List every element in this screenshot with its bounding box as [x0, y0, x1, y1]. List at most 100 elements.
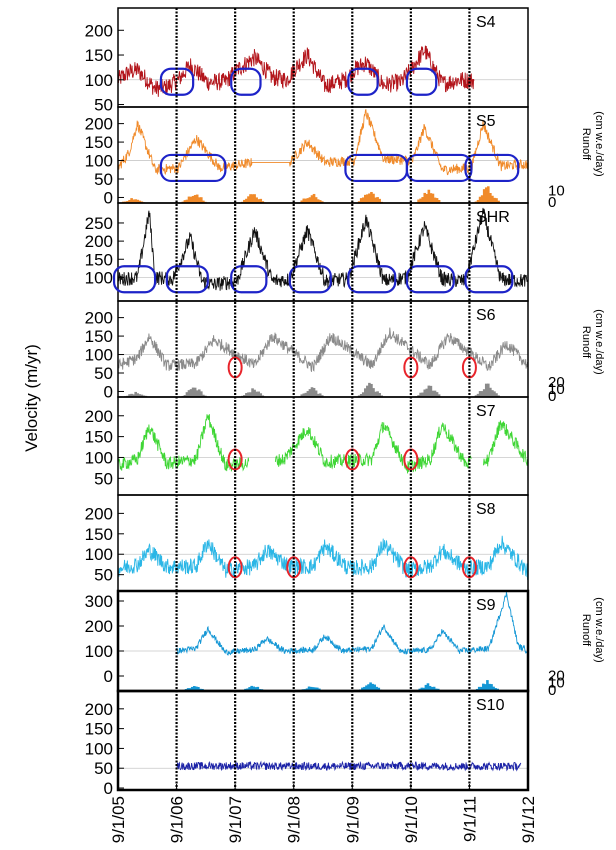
- runoff-bar-s5: [130, 198, 133, 203]
- runoff-bar-s5: [419, 198, 422, 203]
- runoff-bar-s5: [493, 197, 496, 203]
- runoff-bar-s5: [255, 197, 258, 203]
- y-tick-label-s6: 50: [94, 364, 113, 383]
- station-label-s5: S5: [476, 113, 496, 130]
- y-tick-label-s9: 100: [85, 642, 113, 661]
- runoff-bar-s5: [425, 194, 429, 203]
- runoff-tick-label-s6: 20: [548, 374, 565, 391]
- runoff-bar-s6: [320, 395, 324, 397]
- runoff-bar-s9: [309, 686, 313, 691]
- x-tick-label: 9/1/06: [168, 796, 187, 843]
- runoff-bar-s6: [130, 393, 133, 397]
- runoff-bar-s5: [138, 200, 142, 203]
- x-tick-label: 9/1/12: [519, 796, 538, 843]
- blue-box-annotation-s4: [347, 67, 379, 96]
- runoff-bar-s5: [476, 199, 480, 203]
- runoff-bar-s6: [202, 394, 205, 397]
- velocity-line-s4: [117, 45, 475, 97]
- runoff-bar-s6: [255, 391, 258, 397]
- runoff-bar-s6: [253, 389, 256, 397]
- runoff-bar-s9: [252, 686, 256, 691]
- runoff-bar-s5: [433, 197, 437, 203]
- runoff-bar-s5: [253, 194, 256, 203]
- runoff-bar-s5: [374, 197, 377, 203]
- runoff-bar-s5: [306, 198, 310, 203]
- station-label-shr: SHR: [476, 209, 510, 226]
- runoff-bar-s5: [482, 189, 486, 203]
- y-tick-label-s10: 100: [85, 739, 113, 758]
- runoff-bar-s6: [484, 383, 488, 397]
- x-tick-label: 9/1/10: [402, 796, 421, 843]
- x-tick-label: 9/1/09: [343, 796, 362, 843]
- runoff-bar-s5: [320, 201, 324, 203]
- y-axis-label: Velocity (m/yr): [22, 344, 41, 452]
- runoff-bar-s9: [305, 688, 309, 691]
- blue-box-annotation-shr: [405, 265, 455, 294]
- y-tick-label-s4: 100: [85, 71, 113, 90]
- runoff-bar-s9: [315, 687, 319, 691]
- velocity-line-s7: [117, 414, 528, 474]
- runoff-bar-s5: [300, 200, 304, 203]
- runoff-bar-s6: [318, 393, 322, 397]
- runoff-bar-s6: [134, 391, 137, 397]
- runoff-axis-label-line1: Runoff: [580, 614, 592, 647]
- panel-frame-s9: [116, 589, 530, 693]
- runoff-bar-s5: [132, 199, 135, 203]
- runoff-bar-s9: [246, 688, 249, 691]
- velocity-line-s8: [117, 535, 528, 580]
- runoff-bar-s5: [364, 194, 367, 203]
- runoff-axis-label-line1: Runoff: [580, 128, 592, 161]
- y-tick-label-s6: 100: [85, 346, 113, 365]
- runoff-bar-s5: [484, 187, 488, 203]
- runoff-bar-s5: [489, 193, 492, 203]
- runoff-bar-s5: [429, 193, 433, 203]
- runoff-bar-s9: [488, 683, 491, 691]
- y-tick-label-s9: 300: [85, 592, 113, 611]
- runoff-bar-s6: [316, 393, 320, 397]
- runoff-bar-s6: [195, 390, 199, 397]
- runoff-bar-s5: [191, 195, 195, 203]
- runoff-bar-s6: [261, 395, 265, 397]
- runoff-bar-s5: [316, 199, 320, 203]
- runoff-bar-s6: [314, 390, 318, 397]
- runoff-bar-s5: [185, 199, 189, 203]
- blue-box-annotation-s4: [230, 67, 262, 96]
- runoff-bar-s6: [493, 391, 496, 397]
- station-label-s9: S9: [476, 597, 496, 614]
- runoff-axis-label-line2: (cm w.e./day): [593, 111, 605, 176]
- runoff-bar-s5: [128, 199, 131, 203]
- runoff-tick-label-s9: 20: [548, 667, 565, 684]
- y-tick-label-s7: 50: [94, 469, 113, 488]
- runoff-bar-s9: [190, 686, 194, 691]
- runoff-bar-s5: [193, 195, 197, 203]
- runoff-bar-s9: [192, 686, 196, 691]
- year-marker-lines: [175, 8, 471, 790]
- red-circle-annotation-s6: [461, 356, 477, 379]
- runoff-bar-s6: [257, 391, 260, 397]
- velocity-line-s5: [117, 109, 528, 176]
- velocity-line-s10: [176, 760, 522, 772]
- runoff-axis-label-line2: (cm w.e./day): [593, 309, 605, 374]
- runoff-axis-labels: Runoff (cm w.e./day)Runoff (cm w.e./day)Ru…: [580, 111, 605, 662]
- runoff-bar-s6: [431, 390, 435, 397]
- runoff-bar-s5: [243, 199, 246, 203]
- runoff-bar-s5: [435, 198, 439, 203]
- runoff-bar-s9: [479, 686, 483, 691]
- runoff-bar-s6: [372, 388, 375, 397]
- runoff-bar-s9: [482, 683, 485, 691]
- runoff-bar-s5: [259, 198, 263, 203]
- runoff-bar-s5: [126, 201, 129, 203]
- runoff-bar-s9: [248, 687, 251, 691]
- runoff-bar-s5: [261, 201, 265, 203]
- panel-frame-s4: [117, 7, 529, 108]
- runoff-bar-s5: [368, 193, 371, 203]
- runoff-bar-s9: [369, 682, 372, 691]
- runoff-bar-s9: [256, 686, 260, 691]
- station-label-s10: S10: [476, 697, 505, 714]
- runoff-bar-s6: [376, 391, 379, 397]
- runoff-bar-s6: [437, 394, 441, 397]
- y-tick-label-s4: 150: [85, 46, 113, 65]
- runoff-tick-label-s9: 0: [548, 682, 556, 699]
- runoff-bar-s6: [132, 394, 135, 397]
